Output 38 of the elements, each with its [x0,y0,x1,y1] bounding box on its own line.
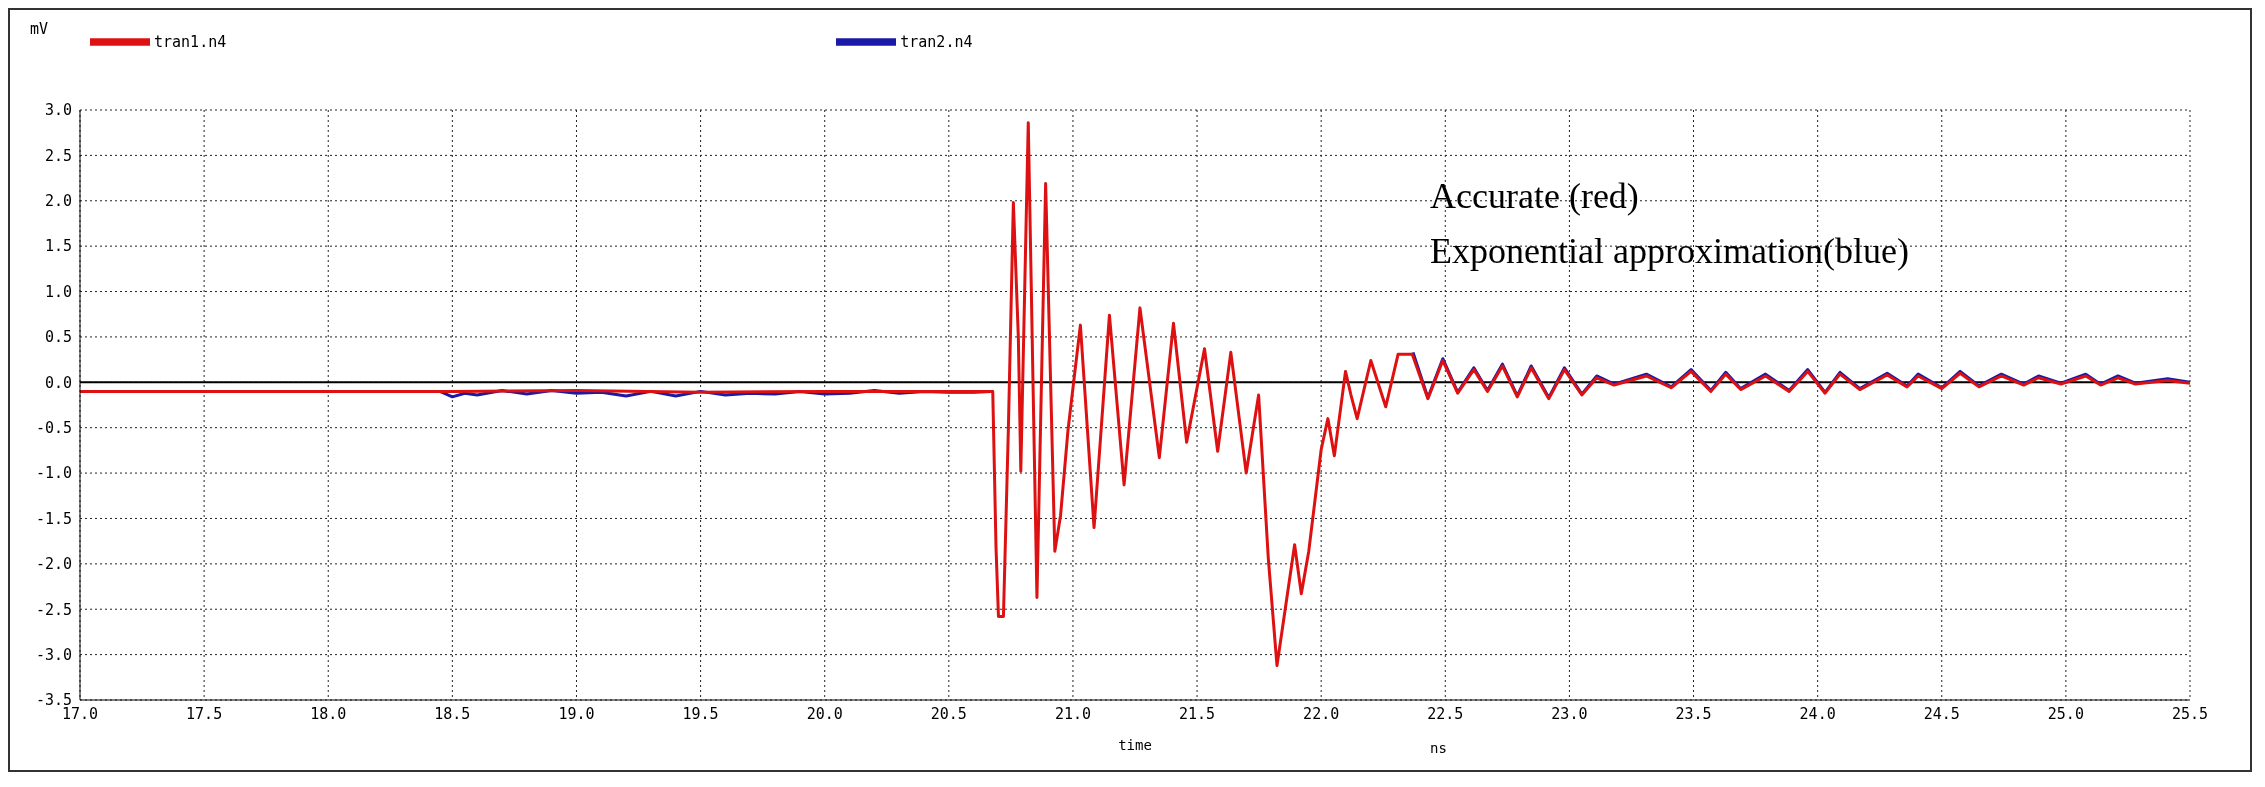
y-tick-label: 1.5 [44,237,72,256]
x-axis-title: time [1118,737,1152,753]
annotation: Exponential approximation(blue) [1430,230,1909,272]
legend-label: tran1.n4 [154,32,227,51]
y-tick-label: -2.0 [35,555,72,574]
y-tick-label: -0.5 [35,419,72,438]
x-tick-label: 25.5 [2171,704,2209,723]
y-tick-label: 3.0 [44,101,72,120]
x-tick-label: 25.0 [2047,704,2084,723]
y-tick-label: -3.0 [35,645,72,664]
y-tick-label: 0.0 [44,373,72,392]
y-axis-title: mV [30,20,49,38]
x-tick-label: 22.0 [1303,704,1340,723]
y-tick-label: 2.0 [44,192,72,211]
x-tick-label: 19.0 [558,704,595,723]
y-tick-label: -2.5 [35,600,72,619]
y-tick-label: 2.5 [44,146,72,165]
x-tick-label: 24.0 [1799,704,1836,723]
y-tick-label: 0.5 [44,328,72,347]
y-tick-label: -1.0 [35,464,72,483]
line-series [80,121,2190,668]
x-tick-label: 23.0 [1551,704,1588,723]
y-tick-label: 1.0 [44,282,72,301]
x-tick-label: 19.5 [682,704,719,723]
x-tick-label: 21.0 [1054,704,1091,723]
legend-label: tran2.n4 [900,32,973,51]
x-tick-label: 20.0 [806,704,843,723]
x-tick-label: 20.5 [930,704,967,723]
x-tick-label: 17.5 [186,704,223,723]
x-tick-label: 21.5 [1179,704,1216,723]
x-tick-label: 18.5 [434,704,471,723]
x-tick-label: 18.0 [310,704,347,723]
text: ns [1430,740,1447,756]
x-tick-label: 22.5 [1427,704,1464,723]
x-tick-label: 24.5 [1923,704,1960,723]
y-tick-label: -1.5 [35,509,72,528]
annotation: Accurate (red) [1430,175,1639,217]
x-tick-label: 23.5 [1675,704,1712,723]
